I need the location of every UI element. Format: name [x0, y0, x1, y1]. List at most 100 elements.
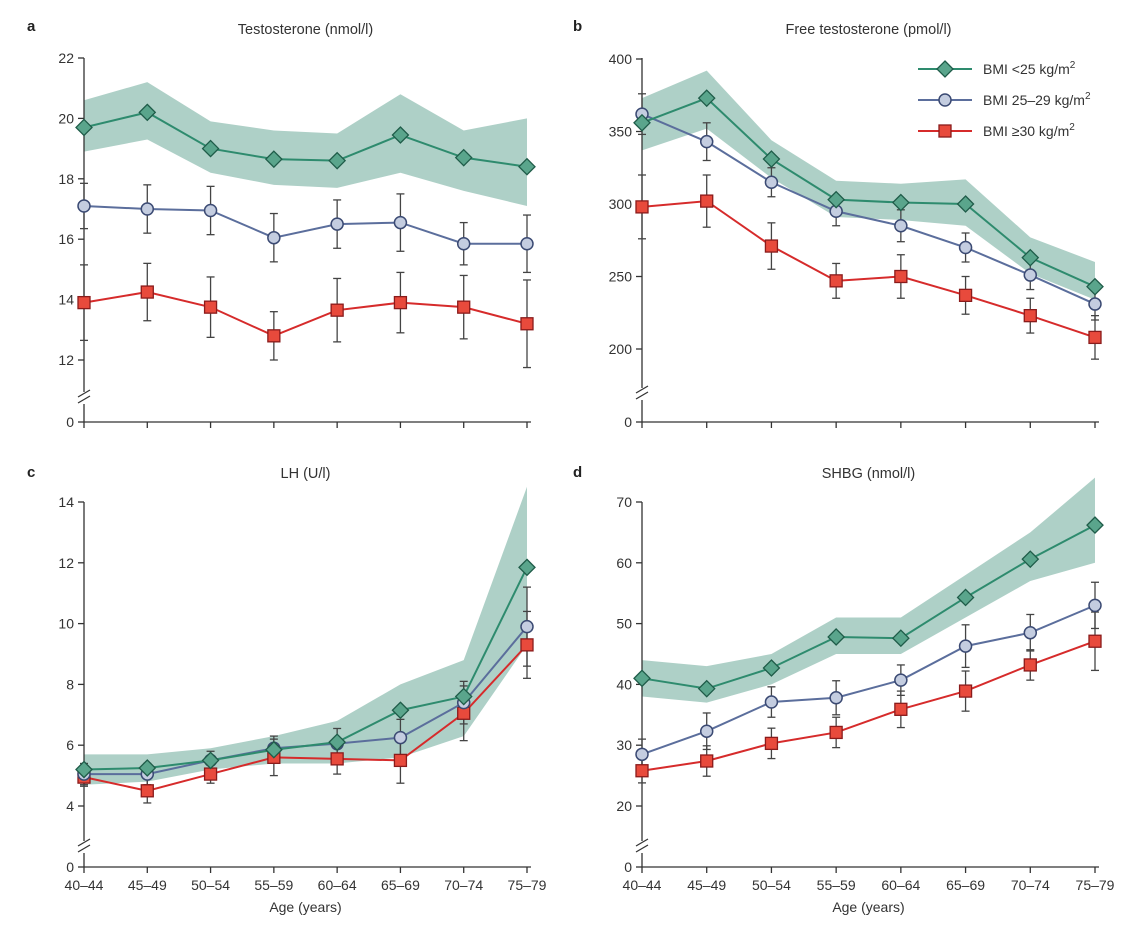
legend-item: BMI <25 kg/m2	[918, 60, 1076, 78]
point-bmi-25-29	[267, 230, 281, 245]
x-tick-label: 60–64	[881, 877, 920, 893]
diamond-icon	[936, 60, 954, 78]
axis-break-mark	[635, 844, 649, 853]
y-tick-label: 0	[66, 414, 74, 430]
y-tick-label: 350	[609, 124, 633, 140]
point-bmi-25-29	[520, 619, 534, 634]
ci-band	[642, 477, 1095, 703]
x-tick-label: 55–59	[817, 877, 856, 893]
legend-item: BMI 25–29 kg/m2	[918, 91, 1091, 108]
y-tick-label: 40	[616, 676, 632, 692]
point-bmi-30-plus	[894, 269, 908, 284]
legend-label: BMI <25 kg/m2	[983, 60, 1076, 77]
y-tick-label: 200	[609, 341, 633, 357]
point-bmi-under-25	[956, 195, 975, 213]
x-tick-label: 70–74	[1011, 877, 1050, 893]
panel-c: c LH (U/l) 0 4 6 8 10 12 14 40–44 45–49 50–54 55–59 6…	[27, 464, 547, 915]
y-tick-label: 30	[616, 737, 632, 753]
point-bmi-under-25	[201, 751, 220, 770]
y-tick-label: 0	[624, 859, 632, 875]
panel-title: LH (U/l)	[281, 466, 331, 482]
point-bmi-under-25	[75, 760, 93, 779]
circle-icon	[938, 93, 952, 107]
legend: BMI <25 kg/m2 BMI 25–29 kg/m2 BMI ≥30 kg/m…	[918, 60, 1091, 139]
y-tick-label: 14	[58, 292, 74, 308]
y-tick-label: 12	[58, 352, 74, 368]
point-bmi-under-25	[264, 740, 283, 759]
y-tick-label: 300	[609, 196, 633, 212]
point-bmi-under-25	[518, 157, 536, 176]
panel-title: SHBG (nmol/l)	[822, 466, 915, 482]
point-bmi-under-25	[454, 687, 473, 706]
point-bmi-30-plus	[1023, 658, 1037, 672]
point-bmi-under-25	[1086, 516, 1104, 535]
point-bmi-under-25	[328, 733, 347, 752]
axis-break-mark	[77, 389, 91, 398]
series-line-bmi-under-25	[641, 524, 1096, 690]
point-bmi-under-25	[762, 150, 781, 168]
point-bmi-under-25	[328, 151, 347, 170]
point-bmi-30-plus	[1088, 330, 1102, 345]
point-bmi-25-29	[1023, 625, 1038, 640]
series-line-bmi-25-29	[641, 113, 1096, 305]
point-bmi-30-plus	[764, 239, 779, 253]
panel-label: b	[573, 18, 582, 35]
x-tick-label: 75–79	[1076, 877, 1115, 893]
x-tick-label: 40–44	[65, 877, 104, 893]
y-tick-label: 400	[609, 51, 633, 67]
point-bmi-25-29	[894, 219, 908, 233]
point-bmi-under-25	[264, 150, 283, 169]
ci-band	[84, 82, 527, 206]
point-bmi-under-25	[201, 139, 220, 158]
y-tick-label: 14	[58, 494, 74, 510]
point-bmi-25-29	[829, 691, 843, 705]
y-tick-label: 0	[66, 859, 74, 875]
point-bmi-25-29	[958, 639, 973, 653]
point-bmi-under-25	[827, 628, 846, 646]
point-bmi-30-plus	[1088, 634, 1102, 648]
axis-break-mark	[77, 844, 91, 853]
point-bmi-under-25	[391, 701, 410, 720]
panel-label: d	[573, 464, 582, 481]
point-bmi-30-plus	[203, 300, 218, 314]
legend-label: BMI 25–29 kg/m2	[983, 91, 1091, 108]
point-bmi-25-29	[958, 240, 973, 255]
point-bmi-30-plus	[958, 684, 973, 698]
series-line-bmi-30-plus	[83, 291, 528, 337]
panel-a: a Testosterone (nmol/l) 0 12 14 16 18 20 22	[27, 18, 536, 430]
x-tick-label: 50–54	[191, 877, 230, 893]
point-bmi-under-25	[697, 679, 716, 698]
point-bmi-under-25	[518, 558, 536, 577]
y-tick-label: 250	[609, 269, 633, 285]
point-bmi-under-25	[391, 126, 410, 144]
point-bmi-30-plus	[77, 295, 91, 310]
point-bmi-30-plus	[764, 736, 779, 751]
point-bmi-25-29	[1088, 598, 1102, 613]
point-bmi-25-29	[456, 236, 471, 251]
point-bmi-30-plus	[393, 753, 408, 768]
x-tick-label: 45–49	[687, 877, 726, 893]
series-line-bmi-30-plus	[83, 644, 528, 792]
y-tick-label: 0	[624, 414, 632, 430]
point-bmi-25-29	[1088, 297, 1102, 311]
point-bmi-25-29	[330, 217, 344, 231]
point-bmi-25-29	[140, 202, 155, 216]
panel-title: Free testosterone (pmol/l)	[785, 22, 951, 38]
point-bmi-under-25	[633, 669, 651, 688]
point-bmi-25-29	[393, 215, 408, 230]
point-bmi-under-25	[633, 113, 651, 132]
point-bmi-25-29	[203, 203, 218, 218]
y-tick-label: 20	[616, 798, 632, 814]
series-line-bmi-30-plus	[641, 200, 1096, 339]
y-tick-label: 16	[58, 231, 74, 247]
x-tick-label: 60–64	[318, 877, 357, 893]
y-tick-label: 6	[66, 737, 74, 753]
panel-title: Testosterone (nmol/l)	[238, 22, 373, 38]
point-bmi-under-25	[138, 103, 157, 122]
series-line-bmi-30-plus	[641, 640, 1096, 772]
series-line-bmi-25-29	[83, 204, 527, 245]
point-bmi-30-plus	[140, 784, 154, 798]
ci-band	[642, 70, 1095, 300]
